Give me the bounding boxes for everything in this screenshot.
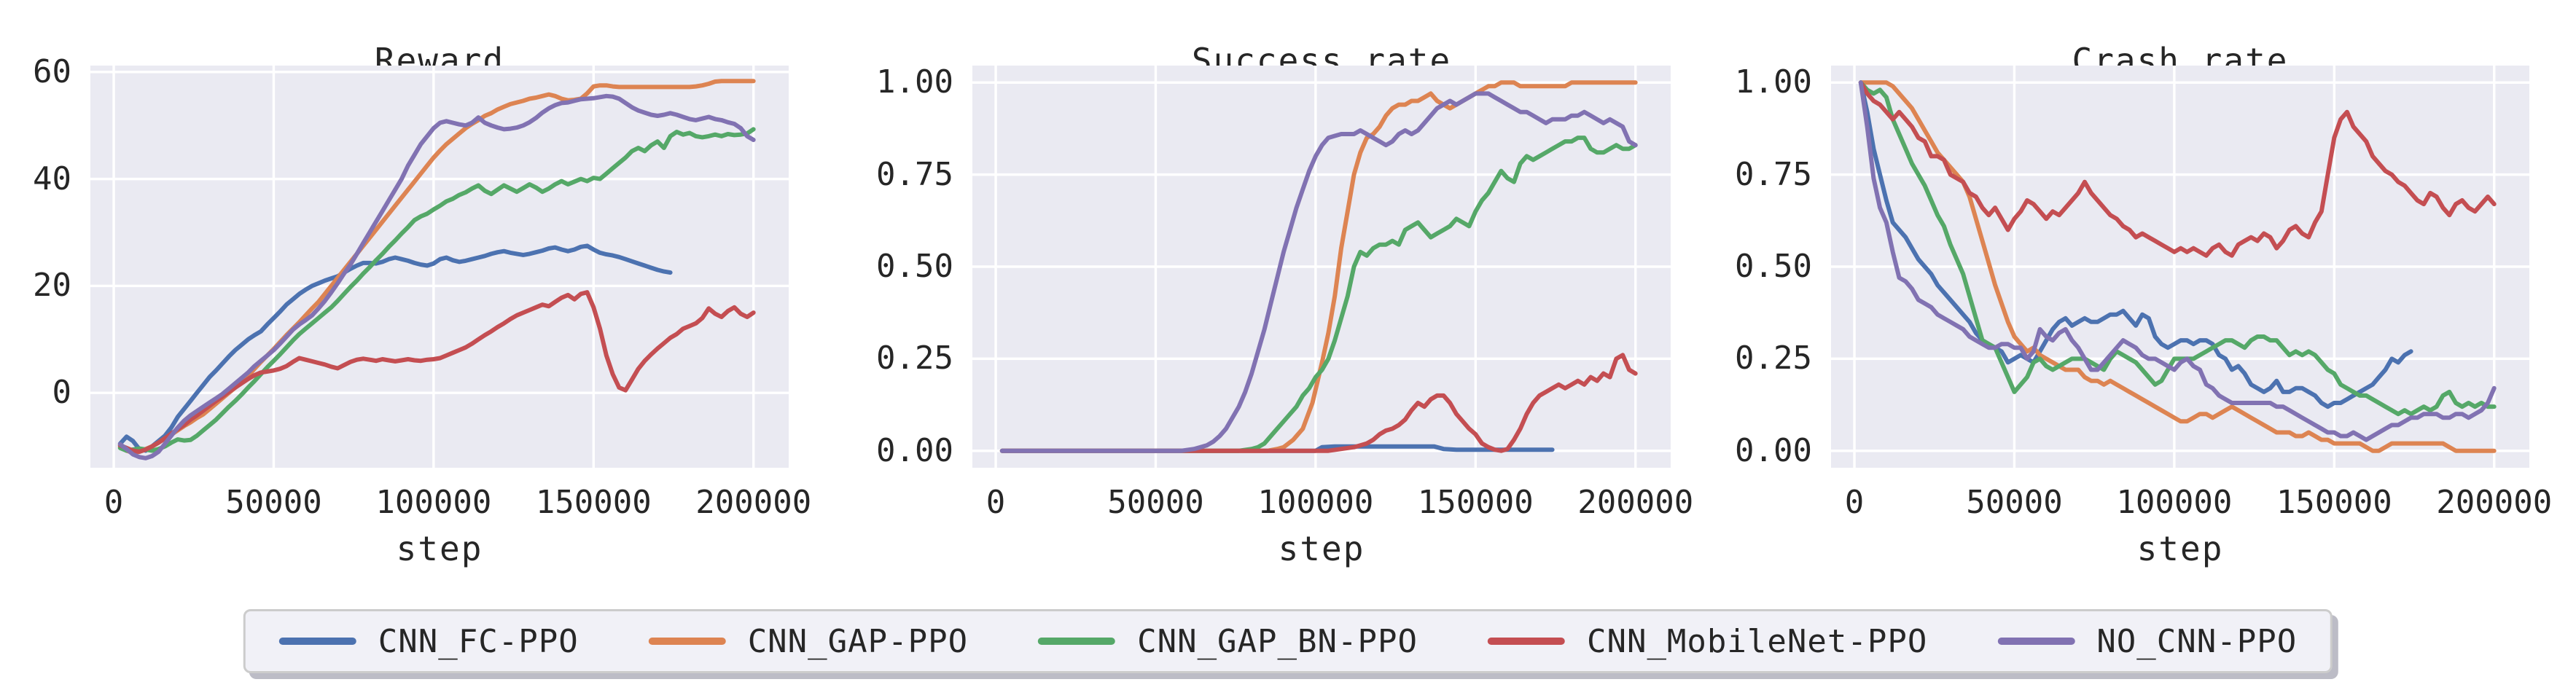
plot-canvas [972,66,1671,468]
subplot-success-rate: Success rate 0.00 0.25 0.50 0.75 1.00 0 50000… [859,0,1717,583]
y-axis-crash-rate: 0.00 0.25 0.50 0.75 1.00 [1717,63,1812,469]
y-axis-reward: 0 20 40 60 [0,53,72,468]
series-line-cnn-gap-bn-ppo [1858,80,2497,417]
y-tick-label: 1.00 [876,63,953,101]
x-axis-crash-rate: 0 50000 100000 150000 200000 [1831,484,2552,525]
legend-item-cnn-gap-ppo: CNN_GAP-PPO [648,622,969,660]
y-tick-label: 0.75 [876,155,953,193]
subplot-crash-rate: Crash rate 0.00 0.25 0.50 0.75 1.00 0 50000 10… [1717,0,2576,583]
charts-row: Reward 0 20 40 60 0 50000 100000 150000 200000 … [0,0,2576,583]
y-tick-label: 40 [33,160,71,197]
y-tick-label: 60 [33,52,71,90]
x-tick-label: 200000 [1577,484,1694,521]
x-tick-label: 150000 [2276,484,2392,521]
y-tick-label: 20 [33,267,71,305]
x-tick-label: 50000 [1966,484,2063,521]
legend-label: CNN_GAP-PPO [747,622,969,660]
legend: CNN_FC-PPO CNN_GAP-PPO CNN_GAP_BN-PPO CN… [243,609,2333,673]
x-tick-label: 100000 [2116,484,2233,521]
y-tick-label: 0.00 [876,431,953,469]
x-tick-label: 0 [985,484,1006,521]
legend-item-cnn-gap-bn-ppo: CNN_GAP_BN-PPO [1038,623,1418,660]
subplot-reward: Reward 0 20 40 60 0 50000 100000 150000 200000 … [0,0,859,583]
x-axis-reward: 0 50000 100000 150000 200000 [90,484,811,525]
series-line-no-cnn-ppo [999,91,1638,453]
x-axis-label-reward: step [396,529,483,568]
series-line-cnn-gap-bn-ppo [999,136,1638,453]
plot-canvas [1831,66,2529,468]
x-tick-label: 100000 [1257,484,1374,521]
x-tick-label: 200000 [695,484,812,521]
legend-item-cnn-fc-ppo: CNN_FC-PPO [278,622,579,660]
series-line-no-cnn-ppo [117,93,756,460]
y-tick-label: 0 [52,374,72,412]
y-axis-success-rate: 0.00 0.25 0.50 0.75 1.00 [859,63,953,469]
series-line-cnn-mobilenet-ppo [999,353,1638,453]
y-tick-label: 0.75 [1735,155,1812,193]
legend-label: CNN_MobileNet-PPO [1586,622,1928,660]
series-line-no-cnn-ppo [1858,80,2497,442]
x-tick-label: 200000 [2436,484,2553,521]
legend-item-no-cnn-ppo: NO_CNN-PPO [1997,623,2297,660]
series-line-cnn-mobilenet-ppo [117,290,756,454]
legend-line-swatch-cnn-fc-ppo [278,638,356,645]
y-tick-label: 0.00 [1735,431,1812,469]
legend-line-swatch-no-cnn-ppo [1997,638,2075,645]
x-tick-label: 50000 [225,484,322,521]
x-axis-success-rate: 0 50000 100000 150000 200000 [972,484,1693,525]
series-line-cnn-fc-ppo [1858,80,2413,409]
x-tick-label: 150000 [535,484,652,521]
plot-area-success-rate [972,66,1671,468]
y-tick-label: 0.25 [876,340,953,377]
x-tick-label: 100000 [375,484,492,521]
legend-line-swatch-cnn-gap-ppo [648,638,726,645]
y-tick-label: 1.00 [1735,63,1812,101]
plot-area-reward [90,66,789,468]
x-tick-label: 150000 [1417,484,1534,521]
plot-area-crash-rate [1831,66,2529,468]
x-tick-label: 0 [104,484,124,521]
legend-line-swatch-cnn-mobilenet-ppo [1487,638,1565,645]
plot-canvas [90,66,789,468]
y-tick-label: 0.25 [1735,340,1812,377]
series-line-cnn-mobilenet-ppo [1858,80,2497,258]
legend-label: NO_CNN-PPO [2096,622,2298,660]
x-axis-label-success-rate: step [1278,529,1365,568]
series-line-cnn-gap-bn-ppo [117,127,756,453]
y-tick-label: 0.50 [1735,248,1812,285]
legend-label: CNN_GAP_BN-PPO [1137,622,1418,660]
x-tick-label: 0 [1844,484,1865,521]
legend-item-cnn-mobilenet-ppo: CNN_MobileNet-PPO [1487,622,1928,660]
legend-label: CNN_FC-PPO [378,622,579,660]
legend-line-swatch-cnn-gap-bn-ppo [1038,638,1116,645]
x-axis-label-crash-rate: step [2136,529,2224,568]
series-line-cnn-fc-ppo [117,243,673,453]
x-tick-label: 50000 [1107,484,1204,521]
y-tick-label: 0.50 [876,248,953,285]
